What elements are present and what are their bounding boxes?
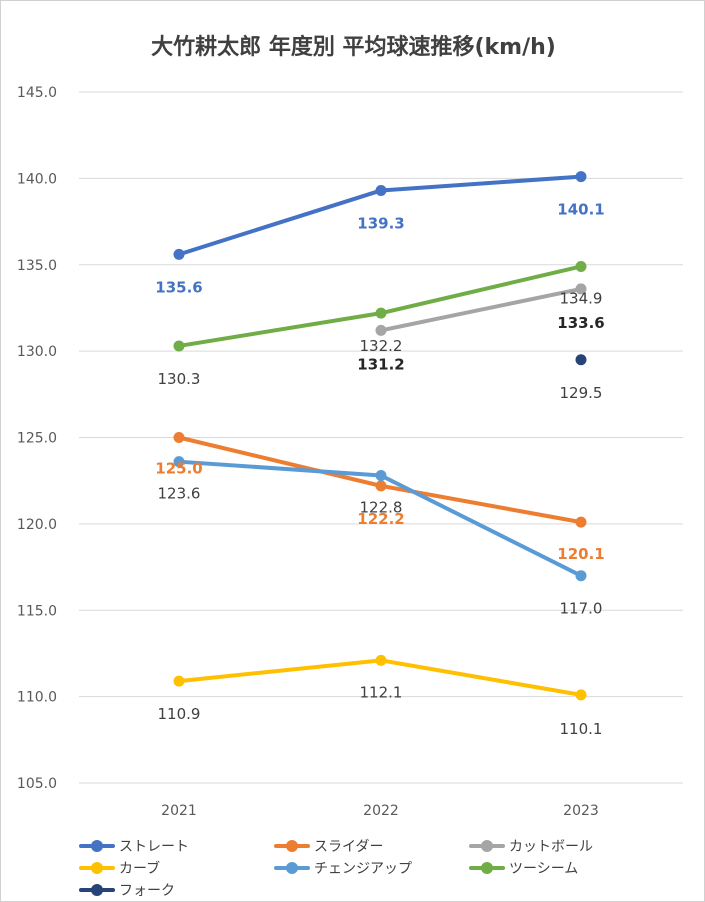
data-point [375,184,387,196]
legend-label: スライダー [314,839,384,855]
data-label: 120.1 [557,545,604,563]
data-label: 112.1 [360,683,403,701]
legend-label: ストレート [119,839,189,855]
data-point [173,340,185,352]
data-point [375,324,387,336]
data-label: 122.2 [357,510,404,528]
x-tick-label: 2022 [363,803,399,819]
legend-item: ツーシーム [469,858,578,878]
legend-item: カットボール [469,836,593,856]
data-label: 139.3 [357,214,404,232]
data-label: 140.1 [557,201,604,219]
data-point [173,456,185,468]
data-point [375,307,387,319]
y-tick-label: 115.0 [17,603,57,619]
chart-title: 大竹耕太郎 年度別 平均球速推移(km/h) [151,35,556,60]
data-point [173,248,185,260]
data-label: 110.1 [560,720,603,738]
x-tick-label: 2021 [161,803,197,819]
legend-label: チェンジアップ [314,861,412,877]
data-label: 132.2 [360,337,403,355]
data-point [575,171,587,183]
legend-swatch [469,858,505,878]
data-label: 122.8 [360,499,403,517]
data-point [575,260,587,272]
y-tick-label: 145.0 [17,85,57,101]
line-chart: 145.0 140.0 135.0 130.0 125.0 120.0 115.0 110.0… [17,85,683,819]
legend-item: チェンジアップ [274,858,412,878]
legend-swatch [79,858,115,878]
legend-swatch [79,880,115,900]
y-tick-label: 110.0 [17,690,57,706]
legend-item: フォーク [79,880,175,900]
series-line [379,286,583,333]
data-label: 135.6 [155,278,202,296]
data-label: 130.3 [158,370,201,388]
x-tick-label: 2023 [563,803,599,819]
data-point [575,689,587,701]
legend-label: カットボール [509,839,593,855]
data-point [575,283,587,295]
data-point [375,480,387,492]
data-label: 134.9 [560,289,603,307]
data-point [575,570,587,582]
legend-swatch [79,836,115,856]
y-tick-label: 140.0 [17,171,57,187]
y-tick-label: 105.0 [17,776,57,792]
legend-swatch [469,836,505,856]
legend-label: カーブ [119,861,161,877]
data-label: 129.5 [560,384,603,402]
data-point [173,675,185,687]
data-point [375,654,387,666]
y-tick-label: 130.0 [17,344,57,360]
legend-label: ツーシーム [509,861,579,877]
data-point [575,354,587,366]
data-point [575,516,587,528]
y-tick-label: 135.0 [17,258,57,274]
data-label: 110.9 [158,705,201,723]
legend-item: ストレート [79,836,189,856]
y-tick-label: 120.0 [17,517,57,533]
data-label: 117.0 [560,600,603,618]
legend-swatch [274,836,310,856]
data-label: 133.6 [557,314,604,332]
legend-swatch [274,858,310,878]
legend-item: スライダー [274,836,383,856]
data-label: 123.6 [158,485,201,503]
data-point [375,470,387,482]
y-tick-label: 125.0 [17,431,57,447]
data-point [173,432,185,443]
data-label: 131.2 [357,355,404,373]
legend-label: フォーク [119,883,175,899]
data-label: 125.0 [155,460,202,478]
legend-item: カーブ [79,858,160,878]
